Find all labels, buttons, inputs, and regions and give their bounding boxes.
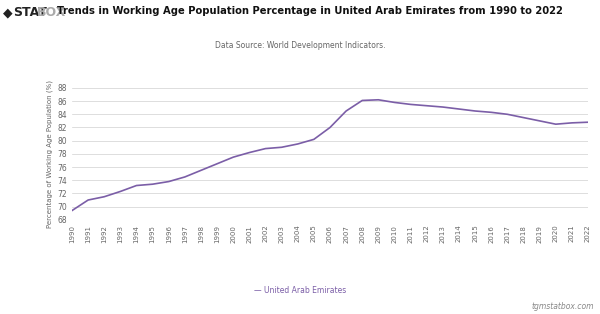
Text: Data Source: World Development Indicators.: Data Source: World Development Indicator… xyxy=(215,41,385,50)
Text: STAT: STAT xyxy=(13,6,47,19)
Y-axis label: Percentage of Working Age Population (%): Percentage of Working Age Population (%) xyxy=(47,80,53,228)
Text: ◆: ◆ xyxy=(3,6,13,19)
Text: Trends in Working Age Population Percentage in United Arab Emirates from 1990 to: Trends in Working Age Population Percent… xyxy=(57,6,563,16)
Text: BOX: BOX xyxy=(37,6,67,19)
Text: — United Arab Emirates: — United Arab Emirates xyxy=(254,286,346,295)
Text: tgmstatbox.com: tgmstatbox.com xyxy=(532,302,594,311)
